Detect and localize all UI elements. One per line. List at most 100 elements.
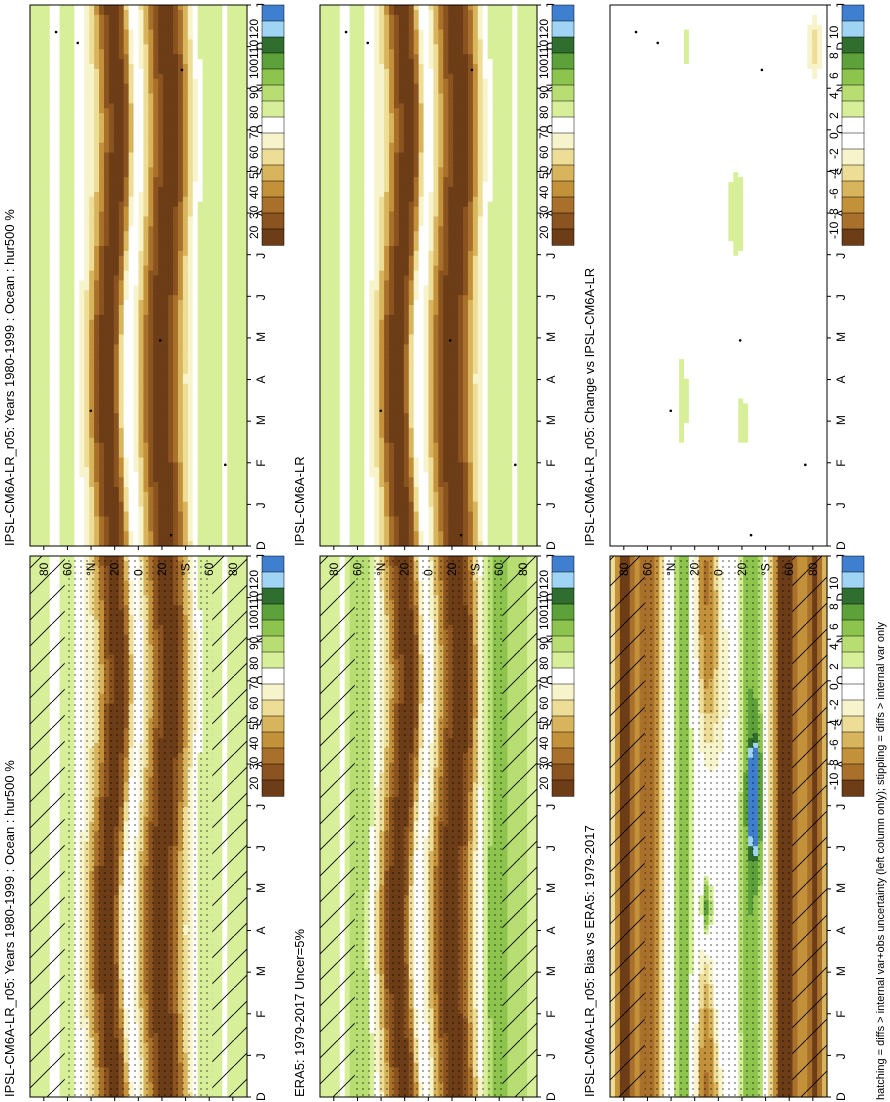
heatmap-cell: [30, 305, 36, 311]
heatmap-cell: [30, 128, 36, 134]
heatmap-cell: [30, 325, 36, 331]
heatmap-cell: [30, 349, 36, 355]
heatmap-cell: [30, 256, 36, 262]
heatmap-cell: [30, 364, 36, 370]
heatmap-cell: [30, 113, 36, 119]
heatmap-cell: [30, 241, 36, 247]
heatmap-cell: [30, 143, 36, 149]
heatmap-cell: [30, 359, 36, 365]
heatmap-cell: [30, 118, 36, 124]
heatmap-cell: [30, 182, 36, 188]
heatmap-cell: [30, 98, 36, 104]
heatmap-cell: [30, 84, 36, 90]
heatmap-cell: [30, 335, 36, 341]
heatmap-cell: [30, 216, 36, 222]
heatmap-cell: [30, 231, 36, 237]
heatmap-cell: [30, 177, 36, 183]
colorbar-swatch: [262, 732, 284, 748]
heatmap-cell: [30, 167, 36, 173]
hatching-south: [212, 556, 247, 1097]
heatmap-cell: [30, 374, 36, 380]
colorbar-swatch: [262, 668, 284, 684]
panel-top-left: IPSL-CM6A-LR_r05: Years 1980-1999 : Ocea…: [2, 554, 284, 1102]
heatmap-cell: [30, 300, 36, 306]
colorbar-swatch: [262, 572, 284, 588]
colorbar-swatch: [262, 620, 284, 636]
heatmap-cell: [30, 172, 36, 178]
heatmap-cell: [30, 64, 36, 70]
heatmap-cell: [30, 148, 36, 154]
heatmap-cell: [30, 103, 36, 109]
colorbar-swatch: [262, 748, 284, 764]
heatmap-cell: [30, 320, 36, 326]
heatmap-cell: [30, 30, 36, 36]
heatmap-cell: [30, 133, 36, 139]
heatmap-cell: [30, 94, 36, 100]
heatmap-cell: [30, 74, 36, 80]
heatmap-cell: [30, 310, 36, 316]
heatmap-cell: [30, 15, 36, 21]
heatmap-cell: [30, 344, 36, 350]
heatmap-cell: [30, 54, 36, 60]
stippling: [65, 556, 213, 1097]
heatmap-cell: [30, 44, 36, 50]
heatmap-cell: [30, 39, 36, 45]
colorbar-label: 110: [247, 591, 261, 610]
colorbar-label: 120: [247, 570, 261, 590]
heatmap-cell: [30, 59, 36, 65]
heatmap-cell: [30, 369, 36, 375]
panel-title: IPSL-CM6A-LR_r05: Years 1980-1999 : Ocea…: [2, 760, 17, 1097]
hatching-north: [30, 556, 65, 1097]
heatmap-cell: [30, 187, 36, 193]
heatmap-cell: [30, 79, 36, 85]
time-tick-label: J: [254, 845, 268, 851]
colorbar-label: 90: [247, 636, 261, 650]
heatmap-cell: [30, 35, 36, 41]
heatmap-cell: [30, 271, 36, 277]
heatmap-cell: [30, 162, 36, 168]
heatmap-cell: [30, 295, 36, 301]
colorbar-label: 100: [247, 610, 261, 630]
heatmap-cell: [30, 290, 36, 296]
heatmap-cell: [30, 69, 36, 75]
heatmap-cell: [30, 25, 36, 31]
time-tick-label: A: [254, 927, 268, 935]
heatmap-cell: [30, 10, 36, 16]
colorbar-swatch: [262, 556, 284, 572]
heatmap-cell: [30, 246, 36, 252]
heatmap-cell: [30, 285, 36, 291]
heatmap-cell: [30, 192, 36, 198]
panel-title: IPSL-CM6A-LR_r05: Years 1980-1999 : Ocea…: [2, 209, 17, 546]
heatmap-cell: [30, 197, 36, 203]
heatmap-cell: [30, 221, 36, 227]
colorbar-label: 30: [247, 756, 261, 770]
heatmap-cell: [30, 123, 36, 129]
colorbar-label: 80: [247, 656, 261, 670]
colorbar-swatch: [262, 684, 284, 700]
colorbar-label: 60: [247, 696, 261, 710]
time-tick-label: D: [254, 1092, 268, 1101]
colorbar-swatch: [262, 604, 284, 620]
heatmap-cell: [30, 280, 36, 286]
time-tick-label: M: [254, 966, 268, 976]
panel-top-right: IPSL-CM6A-LR_r05: Years 1980-1999 : Ocea…: [2, 3, 284, 576]
heatmap-cell: [30, 226, 36, 232]
time-tick-label: F: [254, 1010, 268, 1017]
heatmap-cell: [30, 153, 36, 159]
heatmap-cell: [30, 354, 36, 360]
time-tick-label: M: [254, 883, 268, 893]
heatmap-cell: [30, 330, 36, 336]
heatmap-cell: [30, 207, 36, 213]
heatmap-cell: [30, 138, 36, 144]
heatmap-cell: [30, 251, 36, 257]
colorbar-label: 40: [247, 736, 261, 750]
heatmap-cell: [30, 236, 36, 242]
heatmap-cell: [30, 157, 36, 163]
heatmap-cells: [30, 5, 248, 547]
heatmap-cell: [30, 261, 36, 267]
heatmap-cell: [30, 212, 36, 218]
colorbar-label: 70: [247, 676, 261, 690]
heatmap-cell: [30, 266, 36, 272]
heatmap-cell: [30, 315, 36, 321]
